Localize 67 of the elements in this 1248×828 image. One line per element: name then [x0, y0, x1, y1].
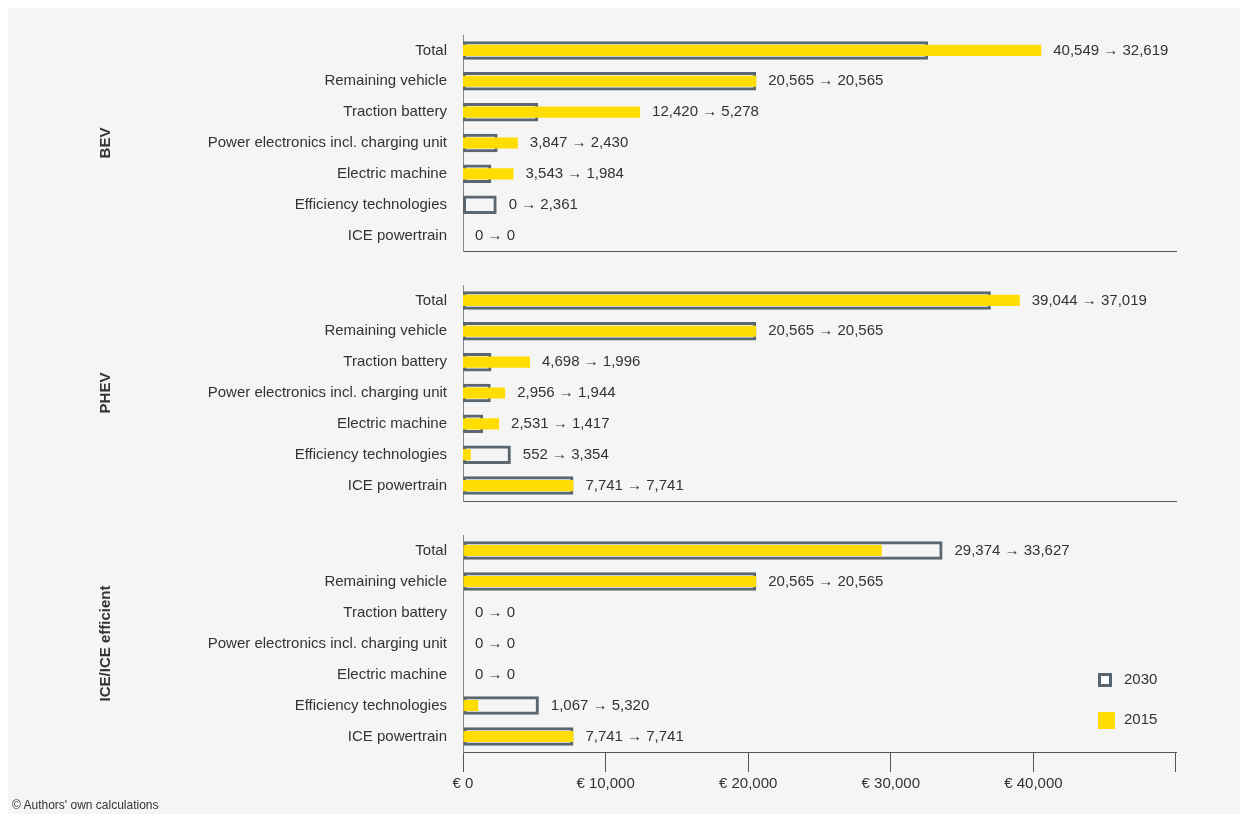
y-tick-label: Electric machine: [336, 414, 447, 431]
y-tick-label: Efficiency technologies: [294, 695, 447, 713]
y-tick-label: ICE powertrain: [347, 225, 447, 243]
y-tick-label: Total: [415, 40, 447, 58]
data-label: 39,044 → 37,019: [1031, 290, 1147, 308]
legend-label: 2015: [1124, 710, 1158, 728]
y-tick-label: Total: [415, 540, 447, 558]
data-label: 12,420 → 5,278: [652, 102, 759, 120]
y-axis-title: PHEV: [96, 372, 114, 414]
y-tick-label: Traction battery: [343, 602, 448, 620]
bar: [463, 106, 641, 118]
y-axis-title: ICE/ICE efficient: [96, 585, 114, 702]
data-label: 20,565 → 20,565: [768, 571, 884, 589]
x-tick-label: € 20,000: [719, 774, 778, 792]
data-label: 7,741 → 7,741: [585, 726, 684, 744]
bar: [463, 544, 882, 557]
y-tick-label: Electric machine: [336, 164, 447, 181]
data-label: 7,741 → 7,741: [585, 475, 684, 493]
data-label: 2,531 → 1,417: [511, 414, 610, 431]
y-axis-title: BEV: [96, 127, 114, 159]
data-label: 0 → 0: [475, 225, 516, 243]
y-tick-label: Power electronics incl. charging unit: [207, 133, 448, 151]
y-tick-label: Electric machine: [336, 664, 447, 682]
bar: [463, 44, 1042, 56]
bar: [463, 356, 530, 368]
bar: [463, 699, 479, 712]
y-tick-label: Power electronics incl. charging unit: [207, 383, 448, 401]
data-label: 0 → 0: [475, 633, 516, 651]
data-label: 40,549 → 32,619: [1053, 40, 1169, 58]
bar: [463, 480, 574, 492]
text: © Authors' own calculations: [11, 797, 160, 814]
x-tick-label: € 0: [452, 774, 474, 792]
bar: [463, 325, 757, 337]
y-tick-label: Power electronics incl. charging unit: [207, 633, 448, 651]
x-tick-label: € 40,000: [1004, 774, 1063, 792]
legend-label: 2030: [1124, 670, 1158, 688]
bar: [463, 418, 500, 430]
data-label: 29,374 → 33,627: [954, 540, 1070, 558]
y-tick-label: Total: [415, 290, 447, 308]
data-label: 2,956 → 1,944: [517, 383, 616, 401]
y-tick-label: Remaining vehicle: [324, 321, 447, 339]
y-tick-label: Efficiency technologies: [294, 444, 447, 462]
bar: [463, 137, 518, 149]
y-tick-label: ICE powertrain: [347, 726, 447, 744]
data-label: 20,565 → 20,565: [768, 71, 884, 89]
bar: [463, 168, 514, 180]
y-tick-label: Remaining vehicle: [324, 571, 447, 589]
y-tick-label: Traction battery: [343, 352, 448, 370]
x-tick-label: € 10,000: [576, 774, 635, 792]
x-tick-label: € 30,000: [861, 774, 920, 792]
data-label: 552 → 3,354: [522, 444, 609, 462]
bar: [463, 387, 506, 399]
data-label: 0 → 0: [475, 602, 516, 620]
bar: [463, 449, 471, 461]
data-label: 0 → 2,361: [508, 194, 578, 212]
y-tick-label: ICE powertrain: [347, 475, 447, 493]
data-label: 0 → 0: [475, 664, 516, 682]
data-label: 20,565 → 20,565: [768, 321, 884, 339]
data-label: 4,698 → 1,996: [541, 352, 641, 370]
y-tick-label: Traction battery: [343, 102, 448, 120]
bar: [463, 294, 1020, 306]
y-tick-label: Efficiency technologies: [294, 194, 447, 212]
data-label: 1,067 → 5,320: [550, 695, 650, 713]
data-label: 3,543 → 1,984: [525, 164, 624, 181]
bar: [463, 75, 757, 87]
y-tick-label: Remaining vehicle: [324, 71, 447, 89]
data-label: 3,847 → 2,430: [529, 133, 629, 151]
